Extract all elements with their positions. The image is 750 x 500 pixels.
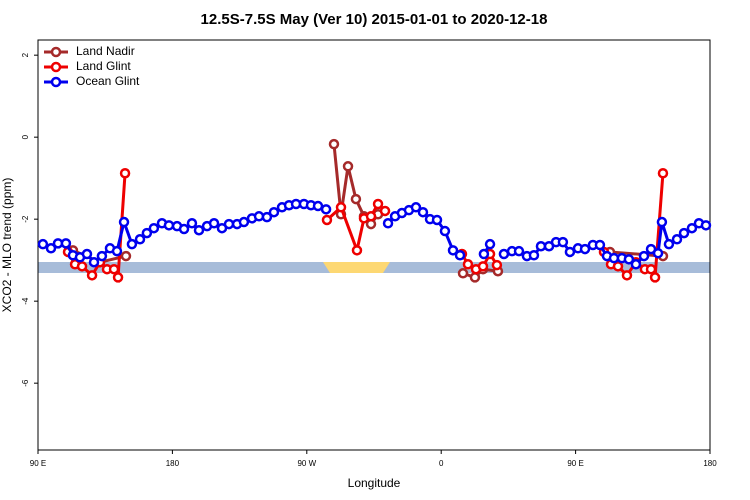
data-point xyxy=(462,259,474,270)
data-point xyxy=(513,245,525,257)
data-point xyxy=(238,216,250,228)
legend-label: Land Glint xyxy=(76,59,131,73)
land-strip xyxy=(323,262,390,273)
data-point xyxy=(261,211,273,223)
y-tick-label: -6 xyxy=(21,379,30,387)
data-point xyxy=(478,248,490,260)
data-point xyxy=(268,206,280,218)
x-axis-label: Longitude xyxy=(348,476,401,490)
data-point xyxy=(120,250,132,262)
legend-marker xyxy=(50,46,62,58)
data-point xyxy=(37,238,49,250)
x-tick-label: 90 E xyxy=(567,459,583,468)
data-point xyxy=(645,263,657,275)
x-tick-label: 90 E xyxy=(30,459,46,468)
data-point xyxy=(328,138,340,150)
data-point xyxy=(621,270,633,281)
data-point xyxy=(431,214,443,226)
data-point xyxy=(112,272,124,283)
data-point xyxy=(528,250,540,261)
data-point xyxy=(372,198,384,210)
data-point xyxy=(477,261,489,272)
data-point xyxy=(60,238,72,249)
data-point xyxy=(484,238,496,250)
data-point xyxy=(564,246,576,258)
data-point xyxy=(88,256,100,268)
data-point xyxy=(417,206,429,218)
data-point xyxy=(700,220,712,231)
data-point xyxy=(126,238,138,250)
data-point xyxy=(350,193,362,205)
data-point xyxy=(678,227,690,239)
x-tick-label: 180 xyxy=(166,459,180,468)
data-point xyxy=(630,259,642,270)
data-point xyxy=(148,222,160,234)
x-tick-label: 180 xyxy=(703,459,717,468)
data-point xyxy=(141,227,153,239)
chart-title: 12.5S-7.5S May (Ver 10) 2015-01-01 to 20… xyxy=(201,11,548,28)
data-point xyxy=(649,272,661,283)
data-point xyxy=(454,250,466,261)
y-axis-label: XCO2 - MLO trend (ppm) xyxy=(0,178,14,313)
data-point xyxy=(119,168,131,179)
data-point xyxy=(652,247,664,259)
data-point xyxy=(193,224,205,236)
data-point xyxy=(351,245,363,256)
data-point xyxy=(163,220,175,231)
data-point xyxy=(594,239,606,251)
data-point xyxy=(457,268,469,279)
legend-label: Land Nadir xyxy=(76,44,135,58)
data-point xyxy=(535,240,547,252)
data-point xyxy=(557,236,569,248)
data-point xyxy=(686,222,698,234)
data-point xyxy=(86,270,98,281)
data-point xyxy=(178,223,190,235)
y-tick-label: 0 xyxy=(21,134,30,139)
data-point xyxy=(382,218,394,229)
data-point xyxy=(81,248,93,260)
data-point xyxy=(45,243,57,254)
data-point xyxy=(638,250,650,262)
data-point xyxy=(312,200,324,212)
legend-marker xyxy=(50,76,62,88)
data-point xyxy=(447,245,459,256)
y-tick-label: 2 xyxy=(21,52,30,57)
data-point xyxy=(379,205,391,217)
data-point xyxy=(656,216,668,228)
data-point xyxy=(657,168,669,179)
x-tick-label: 90 W xyxy=(297,459,316,468)
data-point xyxy=(342,161,354,172)
data-point xyxy=(96,250,108,262)
data-point xyxy=(410,202,422,213)
data-point xyxy=(491,259,503,271)
data-point xyxy=(498,248,510,260)
data-point xyxy=(671,234,683,245)
data-point xyxy=(365,211,377,222)
data-point xyxy=(223,218,235,230)
legend-label: Ocean Glint xyxy=(76,74,140,88)
data-point xyxy=(439,225,451,237)
data-point xyxy=(612,261,624,272)
data-point xyxy=(208,218,220,229)
plot-frame xyxy=(37,39,711,451)
data-point xyxy=(134,234,146,245)
data-point xyxy=(118,216,130,228)
data-point xyxy=(111,245,123,257)
data-point xyxy=(76,261,88,272)
data-point xyxy=(321,214,333,226)
series-line xyxy=(72,143,664,280)
y-tick-label: -4 xyxy=(21,297,30,305)
legend-marker xyxy=(50,61,62,73)
data-point xyxy=(579,243,591,255)
data-point xyxy=(663,238,675,250)
y-tick-label: -2 xyxy=(21,215,30,223)
data-point xyxy=(108,263,120,275)
data-point xyxy=(186,218,198,229)
data-point xyxy=(469,272,481,283)
data-point xyxy=(320,204,332,215)
data-point xyxy=(335,202,347,213)
x-tick-label: 0 xyxy=(439,459,444,468)
data-point xyxy=(623,254,635,265)
